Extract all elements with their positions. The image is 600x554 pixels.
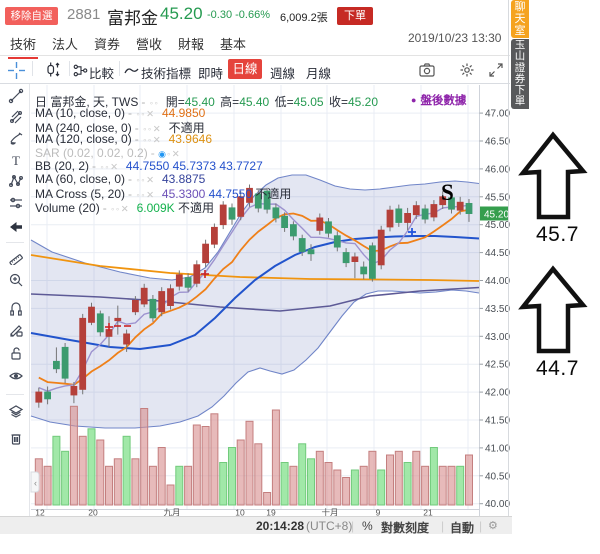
- svg-text:41.00: 41.00: [485, 443, 510, 454]
- svg-text:20: 20: [88, 508, 98, 517]
- svg-text:41.50: 41.50: [485, 416, 510, 427]
- svg-text:19: 19: [266, 508, 276, 517]
- svg-text:47.00: 47.00: [485, 109, 510, 120]
- svg-text:46.50: 46.50: [485, 137, 510, 148]
- svg-text:21: 21: [423, 508, 433, 517]
- svg-text:43.50: 43.50: [485, 304, 510, 315]
- svg-text:12: 12: [35, 508, 45, 517]
- svg-text:46.00: 46.00: [485, 164, 510, 175]
- svg-text:42.50: 42.50: [485, 360, 510, 371]
- svg-text:T: T: [12, 153, 20, 168]
- svg-text:40.50: 40.50: [485, 471, 510, 482]
- svg-text:10: 10: [235, 508, 245, 517]
- svg-text:45.00: 45.00: [485, 220, 510, 231]
- svg-text:十月: 十月: [321, 508, 338, 517]
- svg-text:九月: 九月: [163, 508, 180, 517]
- svg-text:‹: ‹: [34, 478, 37, 488]
- svg-text:44.50: 44.50: [485, 248, 510, 259]
- svg-text:44.00: 44.00: [485, 276, 510, 287]
- svg-text:40.00: 40.00: [485, 499, 510, 510]
- svg-text:45.20: 45.20: [484, 210, 509, 221]
- svg-text:45.50: 45.50: [485, 192, 510, 203]
- svg-text:43.00: 43.00: [485, 332, 510, 343]
- svg-text:42.00: 42.00: [485, 388, 510, 399]
- svg-text:9: 9: [376, 508, 381, 517]
